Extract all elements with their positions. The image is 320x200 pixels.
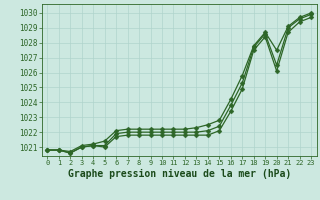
X-axis label: Graphe pression niveau de la mer (hPa): Graphe pression niveau de la mer (hPa)	[68, 169, 291, 179]
